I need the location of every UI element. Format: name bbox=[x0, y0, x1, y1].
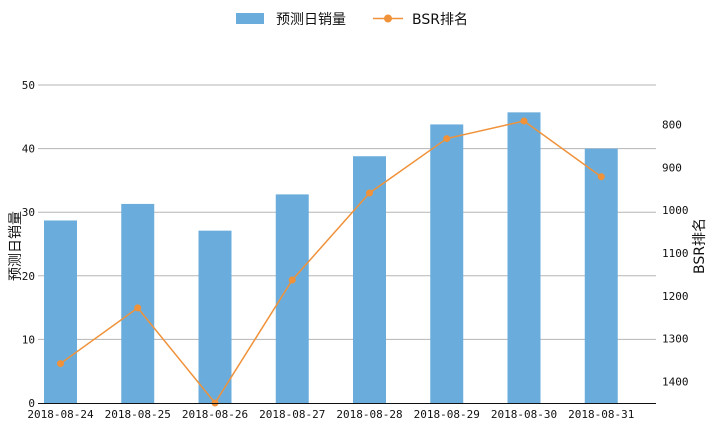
bar bbox=[430, 124, 464, 403]
y-right-tick-label: 900 bbox=[662, 161, 682, 174]
x-tick-label: 2018-08-27 bbox=[259, 408, 325, 421]
bsr-line bbox=[60, 120, 602, 405]
bar bbox=[198, 230, 232, 403]
bsr-point bbox=[57, 360, 64, 368]
y-right-tick-label: 800 bbox=[662, 118, 682, 131]
legend-label-bsr: BSR排名 bbox=[412, 12, 468, 28]
bar bbox=[584, 148, 618, 403]
bar bbox=[507, 112, 541, 404]
x-tick-label: 2018-08-29 bbox=[414, 408, 480, 421]
y-left-tick-label: 20 bbox=[22, 270, 35, 283]
y-left-tick-label: 50 bbox=[22, 79, 35, 92]
y-right-tick-label: 1100 bbox=[662, 247, 689, 260]
y-right-tick-label: 1400 bbox=[662, 376, 689, 389]
bsr-point bbox=[134, 304, 142, 312]
x-tick-label: 2018-08-24 bbox=[27, 408, 94, 421]
legend: 预测日销量 BSR排名 bbox=[236, 12, 468, 28]
x-axis: 2018-08-24 2018-08-25 2018-08-26 2018-08-27… bbox=[27, 403, 656, 421]
x-tick-label: 2018-08-28 bbox=[336, 408, 402, 421]
legend-label-sales: 预测日销量 bbox=[276, 12, 346, 28]
bar bbox=[121, 203, 155, 403]
y-right-tick-label: 1000 bbox=[662, 204, 689, 217]
bar bbox=[44, 220, 77, 403]
y-right-tick-label: 1300 bbox=[662, 333, 689, 346]
bsr-point bbox=[520, 117, 528, 125]
line-series bbox=[57, 117, 605, 407]
y-axis-right: 800 900 1000 1100 1200 1300 1400 bbox=[662, 118, 689, 388]
y-axis-right-title: BSR排名 bbox=[692, 218, 708, 274]
y-left-tick-label: 10 bbox=[22, 333, 35, 346]
y-axis-left-title: 预测日销量 bbox=[8, 211, 24, 281]
y-axis-left: 0 10 20 30 40 50 bbox=[22, 79, 35, 410]
y-left-tick-label: 30 bbox=[22, 206, 35, 219]
x-tick-label: 2018-08-25 bbox=[105, 408, 171, 421]
x-tick-label: 2018-08-31 bbox=[568, 408, 634, 421]
y-left-tick-label: 40 bbox=[22, 143, 35, 156]
bsr-point bbox=[288, 276, 296, 284]
legend-swatch-sales bbox=[236, 13, 264, 24]
bsr-point bbox=[443, 135, 451, 143]
y-right-tick-label: 1200 bbox=[662, 290, 689, 303]
x-tick-label: 2018-08-30 bbox=[491, 408, 557, 421]
legend-swatch-bsr-marker bbox=[384, 14, 392, 23]
bar bbox=[353, 156, 386, 403]
bsr-point bbox=[366, 189, 373, 197]
x-tick-label: 2018-08-26 bbox=[182, 408, 248, 421]
y-left-tick-label: 0 bbox=[28, 397, 35, 410]
bar-series bbox=[44, 112, 618, 404]
bsr-point bbox=[597, 173, 605, 181]
